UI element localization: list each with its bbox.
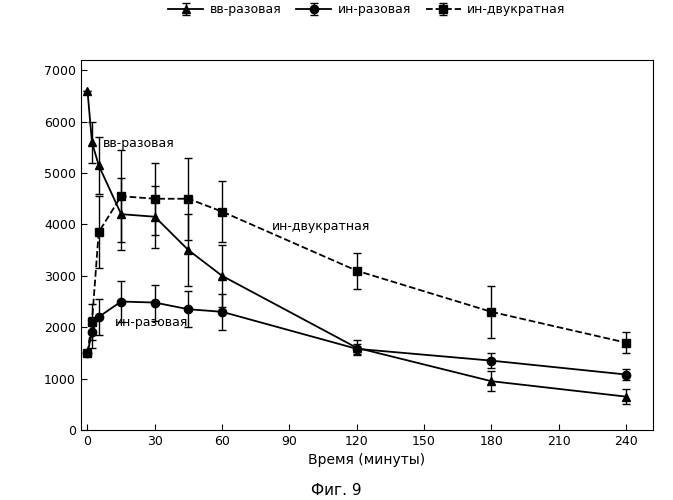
X-axis label: Время (минуты): Время (минуты)	[308, 454, 425, 468]
Legend: вв-разовая, ин-разовая, ин-двукратная: вв-разовая, ин-разовая, ин-двукратная	[168, 4, 565, 16]
Text: вв-разовая: вв-разовая	[103, 138, 175, 150]
Text: ин-двукратная: ин-двукратная	[271, 220, 370, 232]
Text: Фиг. 9: Фиг. 9	[311, 483, 362, 498]
Text: ин-разовая: ин-разовая	[114, 316, 188, 329]
